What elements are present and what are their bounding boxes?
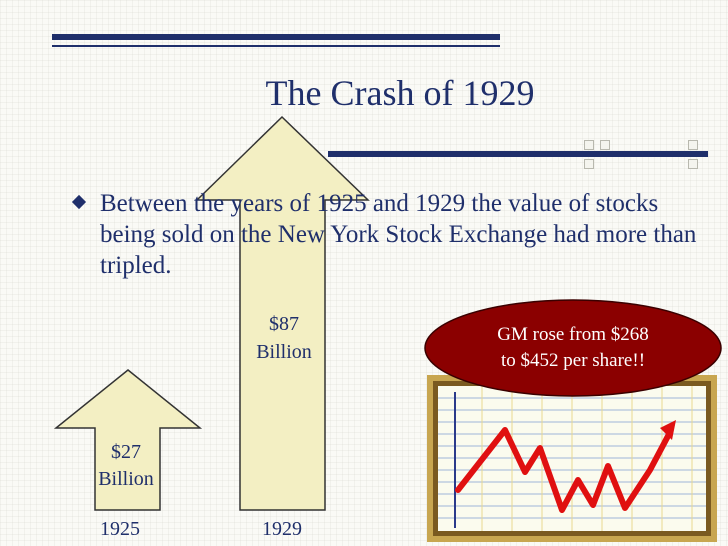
- arrow-1925-unit: Billion: [98, 468, 154, 490]
- callout-line-2: to $452 per share!!: [500, 350, 646, 371]
- top-rule: [52, 34, 500, 40]
- deco-square: [688, 140, 698, 150]
- mid-rule: [328, 151, 708, 157]
- deco-square: [584, 140, 594, 150]
- arrow-1925-value: $27: [111, 441, 141, 463]
- bullet-text: Between the years of 1925 and 1929 the v…: [100, 190, 697, 279]
- deco-square: [688, 159, 698, 169]
- deco-square: [584, 159, 594, 169]
- year-1929: 1929: [262, 518, 302, 540]
- arrow-1925: [53, 369, 203, 511]
- deco-square: [600, 140, 610, 150]
- top-rule-thin: [52, 45, 500, 47]
- arrow-1929-unit: Billion: [256, 341, 312, 363]
- callout-oval: [424, 299, 722, 397]
- rising-stock-chart-icon: [427, 375, 717, 542]
- callout-text: GM rose from $268 to $452 per share!!: [432, 322, 714, 374]
- arrow-1929: [195, 115, 370, 511]
- arrow-1929-value: $87: [269, 313, 299, 335]
- year-1925: 1925: [100, 518, 140, 540]
- slide-title: The Crash of 1929: [265, 73, 535, 113]
- callout-line-1: GM rose from $268: [497, 324, 649, 345]
